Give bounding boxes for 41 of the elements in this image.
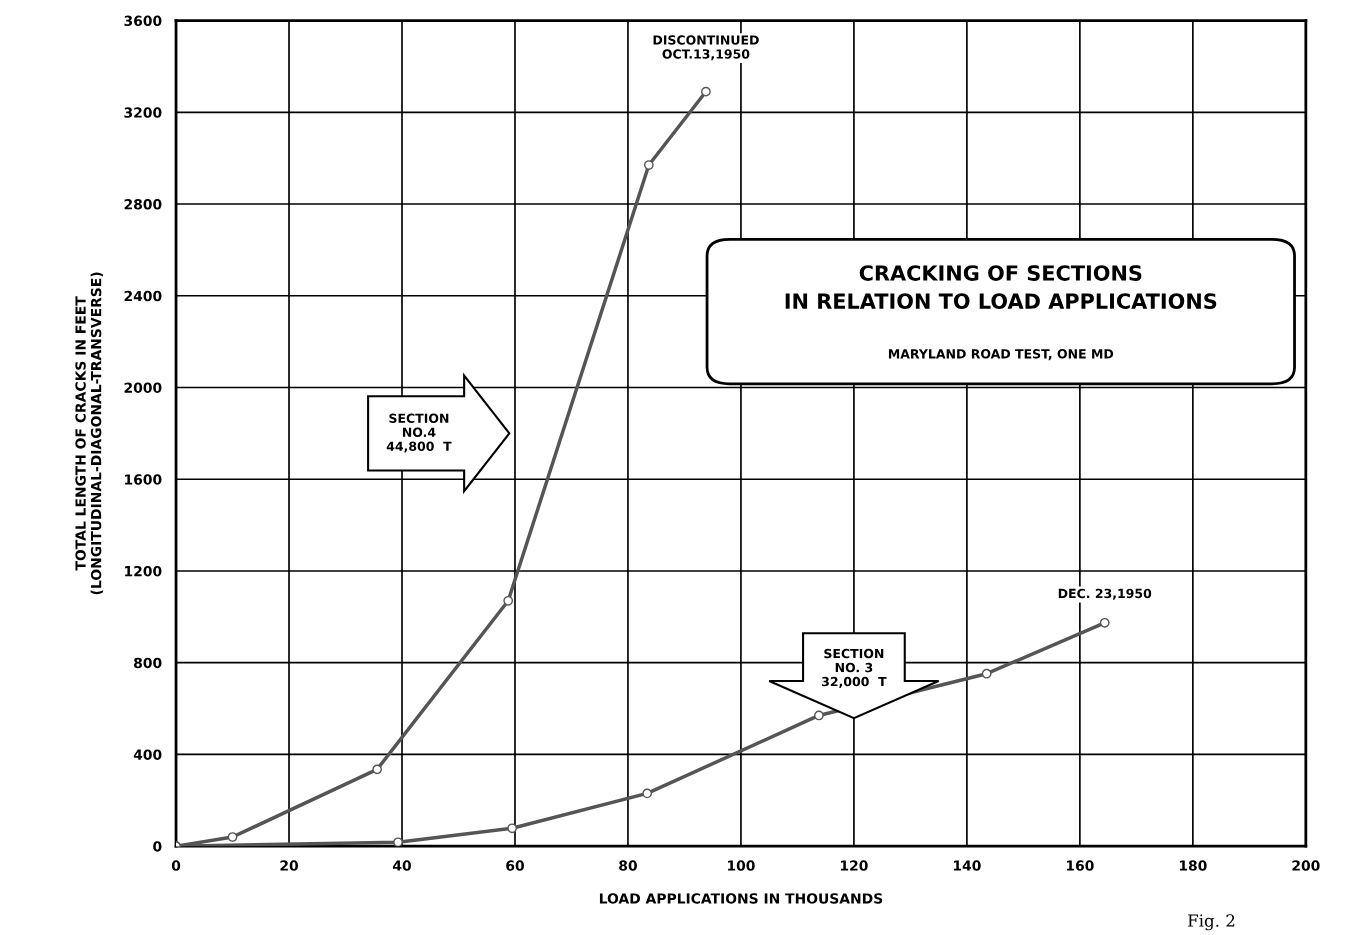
y-tick-label: 1600	[125, 474, 162, 485]
x-tick-label: 200	[1292, 860, 1320, 871]
y-tick-label: 0	[153, 841, 162, 852]
point	[643, 160, 654, 170]
x-tick-label: 40	[392, 860, 411, 871]
y-tick-label: 800	[134, 657, 162, 669]
y-tick-label: 3600	[124, 15, 162, 27]
x-tick-label: 20	[280, 860, 299, 871]
y-tick-label: 3200	[124, 107, 162, 118]
point	[503, 595, 514, 606]
point	[642, 788, 653, 799]
x-tick-label: 160	[1066, 860, 1094, 871]
y-tick-label: 2400	[124, 290, 162, 302]
annotation: DISCONTINUED OCT.13,1950	[653, 35, 759, 61]
y-tick-label: 1200	[125, 565, 162, 577]
point	[814, 710, 824, 721]
point	[507, 823, 518, 834]
y-tick-label: 400	[133, 749, 162, 760]
x-tick-label: 140	[953, 860, 981, 871]
x-axis-title: LOAD APPLICATIONS IN THOUSANDS	[599, 893, 883, 904]
x-tick-label: 180	[1179, 860, 1207, 871]
point	[1099, 617, 1110, 628]
point	[372, 764, 383, 775]
x-tick-label: 0	[171, 860, 181, 871]
caption: Fig. 2	[1188, 914, 1235, 931]
point	[981, 668, 992, 679]
annotation: DEC. 23,1950	[1058, 588, 1152, 600]
text: MARYLAND ROAD TEST, ONE MD	[888, 349, 1114, 361]
y-axis-title: TOTAL LENGTH OF CRACKS IN FEET (LONGITUDINAL-DIAGONAL-TRANSVERSE)	[75, 272, 103, 595]
point	[227, 832, 238, 842]
point	[393, 837, 403, 847]
x-tick-label: 120	[840, 860, 868, 871]
point	[701, 86, 711, 97]
x-tick-label: 100	[728, 860, 755, 871]
y-tick-label: 2000	[124, 382, 162, 393]
annotation: SECTION NO. 3 32,000 T	[822, 648, 887, 688]
y-tick-label: 2800	[124, 199, 162, 210]
text: CRACKING OF SECTIONS IN RELATION TO LOAD APPLICATIONS	[785, 265, 1217, 309]
annotation: SECTION NO.4 44,800 T	[386, 413, 452, 453]
x-tick-label: 60	[506, 860, 524, 871]
x-tick-label: 80	[619, 860, 637, 871]
